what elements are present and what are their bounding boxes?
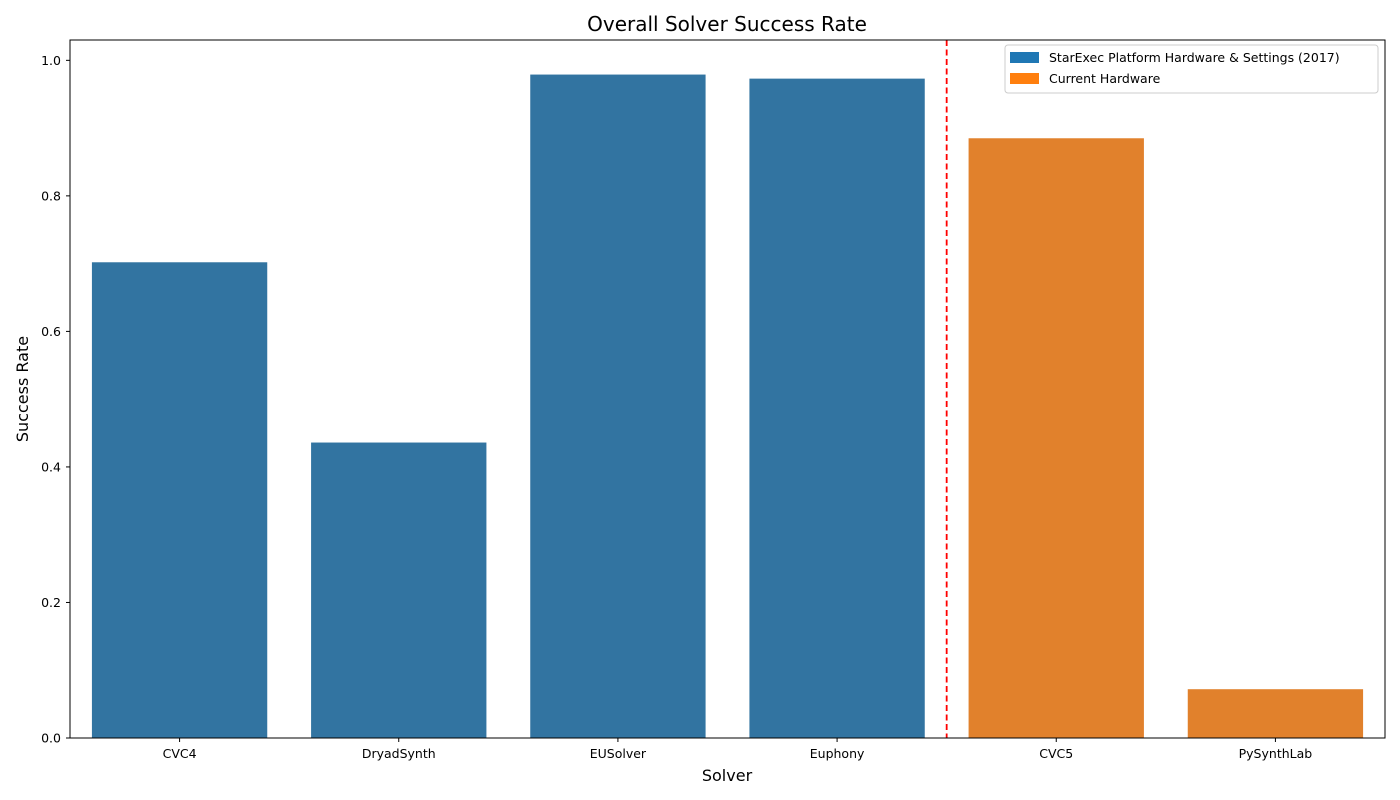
bar-eusolver xyxy=(530,74,706,739)
y-tick-label: 0.0 xyxy=(41,731,61,746)
bar-dryadsynth xyxy=(311,442,487,738)
y-tick-label: 0.2 xyxy=(41,595,61,610)
y-tick-label: 0.4 xyxy=(41,459,61,474)
chart-title: Overall Solver Success Rate xyxy=(587,12,867,36)
bars-group xyxy=(91,74,1364,739)
x-tick-label: PySynthLab xyxy=(1239,746,1313,761)
legend-swatch xyxy=(1010,73,1039,84)
legend: StarExec Platform Hardware & Settings (2… xyxy=(1004,44,1379,94)
plot-frame xyxy=(69,39,1386,739)
x-axis: CVC4 DryadSynth EUSolver Euphony CVC5 PySynth… xyxy=(163,738,1313,761)
y-tick-label: 0.6 xyxy=(41,324,61,339)
y-tick-label: 0.8 xyxy=(41,188,61,203)
legend-label: Current Hardware xyxy=(1049,71,1161,86)
y-tick-label: 1.0 xyxy=(41,53,61,68)
x-tick-label: DryadSynth xyxy=(362,746,436,761)
x-tick-label: CVC5 xyxy=(1039,746,1073,761)
bar-euphony xyxy=(749,78,925,738)
legend-label: StarExec Platform Hardware & Settings (2… xyxy=(1049,50,1340,65)
x-tick-label: Euphony xyxy=(810,746,865,761)
bar-cvc5 xyxy=(968,138,1144,738)
bar-cvc4 xyxy=(91,262,268,738)
legend-swatch xyxy=(1010,52,1039,63)
legend-box xyxy=(1004,44,1379,94)
x-tick-label: CVC4 xyxy=(163,746,197,761)
x-tick-label: EUSolver xyxy=(590,746,647,761)
bar-pysynthlab xyxy=(1187,689,1364,738)
y-axis-title: Success Rate xyxy=(13,336,32,442)
y-axis: 0.0 0.2 0.4 0.6 0.8 1.0 xyxy=(41,53,70,746)
x-axis-title: Solver xyxy=(702,766,753,785)
